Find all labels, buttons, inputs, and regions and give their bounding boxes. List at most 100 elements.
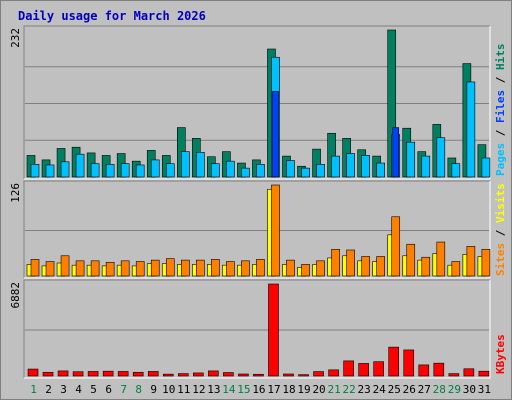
bottom-panel: 6882	[9, 279, 491, 379]
visits-bar	[30, 259, 40, 277]
visits-bar	[331, 248, 340, 277]
x-tick-label: 27	[418, 383, 431, 396]
x-tick-label: 1	[30, 383, 37, 396]
visits-bar	[196, 259, 205, 277]
kbytes-bar	[57, 370, 69, 377]
pages-bar	[272, 91, 279, 178]
x-tick-label: 17	[267, 383, 280, 396]
x-tick-label: 30	[463, 383, 476, 396]
visits-bar	[120, 260, 130, 277]
middle-panel: 126	[9, 180, 491, 279]
visits-bar	[135, 261, 145, 277]
files-bar	[150, 159, 160, 178]
x-tick-label: 7	[120, 383, 127, 396]
kbytes-bar	[102, 370, 114, 377]
files-bar	[451, 163, 461, 178]
x-tick-label: 13	[207, 383, 220, 396]
visits-bar	[75, 260, 85, 277]
x-tick-label: 2	[45, 383, 52, 396]
x-tick-label: 26	[403, 383, 416, 396]
files-bar	[120, 163, 130, 178]
visits-bar	[165, 258, 175, 277]
kbytes-bar	[358, 363, 369, 377]
legend-hits: Hits	[494, 44, 507, 71]
kbytes-bar	[178, 373, 189, 377]
files-bar	[181, 151, 190, 178]
x-tick-label: 31	[478, 383, 491, 396]
middle-legend: Sites / Visits	[494, 183, 507, 276]
x-tick-label: 15	[237, 383, 250, 396]
files-bar	[376, 162, 385, 178]
x-tick-label: 9	[150, 383, 157, 396]
kbytes-bar	[72, 371, 84, 377]
visits-bar	[316, 260, 325, 277]
files-bar	[316, 164, 325, 178]
files-bar	[165, 163, 175, 178]
files-bar	[361, 155, 370, 178]
files-bar	[481, 157, 491, 178]
visits-bar	[376, 256, 385, 277]
legend-separator: /	[494, 123, 507, 143]
visits-bar	[271, 184, 280, 277]
visits-bar	[406, 243, 416, 277]
x-tick-label: 20	[312, 383, 325, 396]
visits-bar	[105, 261, 115, 277]
visits-bar	[421, 256, 431, 277]
visits-bar	[481, 248, 491, 277]
files-bar	[421, 155, 431, 178]
files-bar	[30, 164, 40, 178]
kbytes-bar	[403, 349, 415, 377]
x-tick-label: 22	[343, 383, 356, 396]
visits-bar	[181, 259, 190, 277]
kbytes-bar	[27, 368, 39, 377]
kbytes-bar	[162, 373, 174, 377]
kbytes-bar	[238, 373, 249, 377]
pages-bar	[392, 127, 400, 178]
kbytes-bar	[223, 372, 234, 377]
visits-bar	[286, 259, 295, 277]
legend-pages: Pages	[494, 143, 507, 176]
visits-bar	[45, 261, 55, 277]
x-tick-label: 19	[297, 383, 310, 396]
visits-bar	[60, 255, 70, 277]
files-bar	[105, 164, 115, 178]
x-tick-label: 24	[373, 383, 387, 396]
x-tick-label: 6	[105, 383, 112, 396]
files-bar	[256, 164, 265, 178]
visits-bar	[90, 260, 100, 277]
kbytes-bar	[298, 374, 309, 377]
visits-bar	[346, 249, 355, 277]
top-y-max-label: 232	[9, 28, 22, 48]
kbytes-bar	[117, 371, 129, 377]
x-tick-label: 14	[222, 383, 236, 396]
kbytes-bar	[147, 371, 159, 377]
legend-sites: Sites	[494, 243, 507, 276]
files-bar	[135, 164, 145, 178]
files-bar	[75, 153, 85, 178]
files-bar	[45, 164, 55, 178]
files-bar	[241, 167, 250, 178]
files-bar	[226, 160, 235, 178]
x-tick-label: 4	[75, 383, 82, 396]
files-bar	[406, 141, 416, 178]
kbytes-bar	[42, 371, 54, 377]
files-bar	[196, 151, 205, 178]
bottom-plot-area	[24, 280, 490, 378]
x-tick-label: 11	[177, 383, 190, 396]
kbytes-bar	[283, 373, 294, 377]
x-tick-label: 23	[358, 383, 371, 396]
files-bar	[286, 160, 295, 178]
x-tick-label: 3	[60, 383, 67, 396]
visits-bar	[226, 261, 235, 277]
visits-bar	[391, 216, 401, 277]
x-tick-label: 18	[282, 383, 295, 396]
visits-bar	[256, 259, 265, 277]
legend-files: Files	[494, 90, 507, 123]
files-bar	[90, 163, 100, 178]
visits-bar	[361, 256, 370, 277]
legend-visits: Visits	[494, 183, 507, 223]
kbytes-bar	[208, 370, 219, 377]
kbytes-bar	[313, 371, 324, 377]
files-bar	[346, 153, 355, 178]
